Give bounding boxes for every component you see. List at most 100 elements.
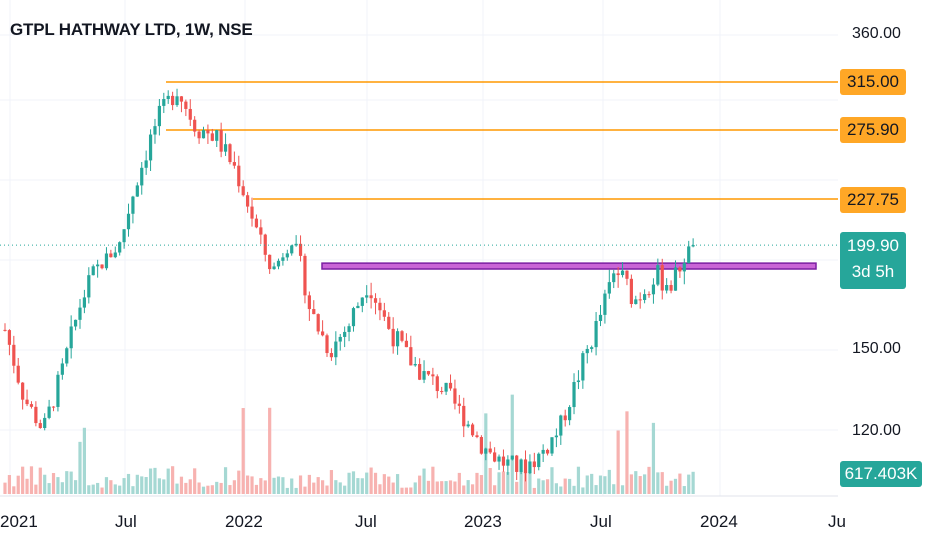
chart-grid [0,0,838,496]
volume-bar [643,474,647,494]
candle-body [153,126,157,135]
horizontal-levels[interactable] [166,81,838,200]
volume-bar [69,471,73,494]
candle-body [418,364,422,380]
volume-bar [65,471,69,494]
volume-bar [422,468,426,494]
volume-bars [3,394,695,494]
volume-bar [285,487,289,494]
volume-bar [572,485,576,494]
candle-body [263,234,267,255]
candle-body [162,98,166,106]
volume-bar [665,485,669,494]
candle-body [338,336,342,342]
volume-bar [78,441,82,494]
volume-bar [554,483,558,494]
volume-bar [7,475,12,494]
volume-bar [444,481,448,494]
candle-body [585,348,589,354]
candle-body [616,273,620,276]
time-label-2024: 2024 [700,512,738,531]
volume-bar [87,485,91,494]
candle-body [126,213,131,230]
volume-bar [435,481,439,494]
volume-bar [316,477,320,494]
volume-bar [404,487,409,494]
bar-countdown: 3d 5h [851,262,895,281]
candle-body [201,130,206,139]
candle-body [320,331,325,336]
volume-bar [338,482,342,494]
volume-bar [96,482,100,494]
candle-body [82,297,86,308]
level-badge-275[interactable]: 275.90 [840,117,906,143]
volume-bar [360,478,364,494]
volume-bar [625,411,629,494]
volume-bar [400,487,404,494]
volume-bar [594,485,598,494]
volume-bar [651,422,656,494]
volume-bar [118,485,122,494]
candle-body [598,314,603,321]
candle-body [515,455,519,472]
volume-bar [576,466,581,494]
candle-body [219,130,223,152]
volume-bar [179,476,184,494]
candle-body [12,344,16,366]
candle-body [21,382,25,400]
volume-bar [210,485,214,494]
candle-body [488,448,492,453]
volume-bar [607,469,611,494]
volume-bar [629,474,633,494]
candle-body [506,459,510,466]
candle-body [65,348,69,364]
candle-body [612,273,616,283]
volume-bar [479,475,483,494]
volume-bar [21,466,25,494]
volume-bar [620,485,625,494]
volume-bar [43,474,47,494]
volume-bar [395,474,400,494]
candle-body [360,297,364,306]
volume-bar [475,472,479,494]
candle-body [519,459,523,472]
candle-body [413,364,417,366]
last-price-badge[interactable]: 199.90 3d 5h [840,232,906,289]
volume-bar [612,484,616,494]
volume-bar [669,480,673,494]
volume-bar [290,478,294,494]
candle-body [453,388,457,404]
time-label-2023: 2023 [464,512,502,531]
volume-bar [431,466,435,494]
resistance-zone[interactable] [321,262,817,270]
volume-bar [581,487,585,494]
candle-body [466,424,470,427]
volume-bar [38,467,42,494]
volume-bar [519,470,523,494]
volume-bar [691,471,695,494]
volume-bar [409,487,413,494]
level-badge-315[interactable]: 315.00 [840,69,906,95]
volume-bar [616,430,620,494]
candle-body [651,284,656,295]
volume-bar [294,487,298,494]
candle-body [603,293,607,315]
candle-body [479,437,483,454]
level-badge-227[interactable]: 227.75 [840,187,906,213]
candle-body [625,270,629,279]
volume-bar [413,482,417,494]
volume-bar [122,478,126,494]
volume-bar [506,472,510,494]
candle-body [237,165,241,187]
volume-bar [334,480,338,494]
volume-bar [91,484,95,494]
volume-bar [687,474,691,494]
volume-bar [193,468,197,494]
volume-bar [470,484,475,494]
candle-body [493,452,497,462]
candle-body [528,461,532,474]
candle-body [78,307,82,320]
price-tick-150: 150.00 [852,340,901,357]
volume-bar [568,478,572,494]
